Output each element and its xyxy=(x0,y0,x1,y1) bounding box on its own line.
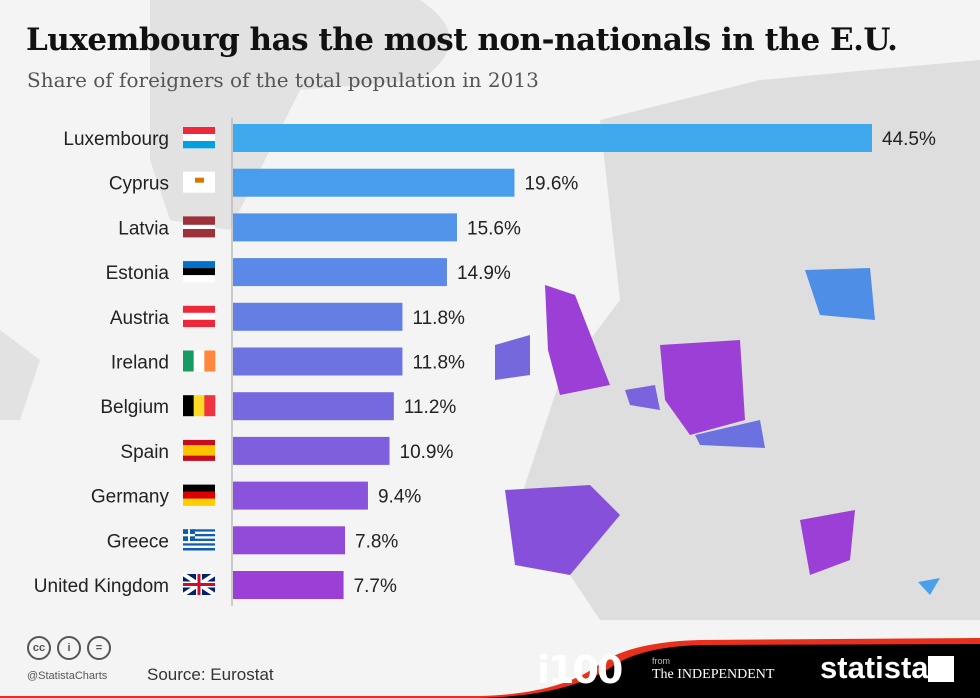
license-icons: cc i = xyxy=(27,636,111,660)
no-derivatives-icon: = xyxy=(87,636,111,660)
data-label: 44.5% xyxy=(882,129,936,150)
bar xyxy=(233,392,394,421)
data-label: 7.7% xyxy=(354,576,397,597)
bar xyxy=(233,436,390,465)
bar xyxy=(233,258,447,287)
bar xyxy=(233,124,872,152)
bar xyxy=(233,302,403,331)
source-label: Source: Eurostat xyxy=(147,665,274,684)
bar xyxy=(233,481,368,510)
uk-flag-icon xyxy=(181,572,217,597)
data-label: 11.2% xyxy=(404,397,457,418)
independent-logo: The INDEPENDENT xyxy=(652,667,775,682)
category-label: Belgium xyxy=(100,397,169,418)
i100-logo: i100 xyxy=(537,648,623,692)
estonia-flag-icon xyxy=(183,261,215,283)
luxembourg-flag-icon xyxy=(183,127,215,149)
cyprus-flag-icon xyxy=(183,171,215,193)
data-label: 10.9% xyxy=(400,442,454,463)
statista-logo-icon xyxy=(928,656,954,682)
category-label: Estonia xyxy=(106,263,170,284)
ireland-flag-icon xyxy=(183,350,216,372)
spain-flag-icon xyxy=(183,439,215,461)
bar xyxy=(233,347,403,376)
bar xyxy=(233,168,515,197)
statista-logo: statista xyxy=(820,650,929,685)
category-label: Germany xyxy=(91,487,170,508)
data-label: 19.6% xyxy=(524,174,578,195)
bar xyxy=(233,571,344,599)
bar xyxy=(233,526,346,555)
germany-flag-icon xyxy=(183,484,215,506)
belgium-flag-icon xyxy=(183,395,216,417)
attribution-icon: i xyxy=(57,636,81,660)
bar xyxy=(233,213,458,242)
partner-from: from xyxy=(652,656,670,666)
data-label: 11.8% xyxy=(412,308,465,329)
statista-handle: @StatistaCharts xyxy=(27,670,108,682)
category-label: Latvia xyxy=(118,218,169,239)
chart-title: Luxembourg has the most non-nationals in… xyxy=(26,22,898,58)
category-label: Luxembourg xyxy=(63,129,169,150)
data-label: 11.8% xyxy=(412,353,465,374)
latvia-flag-icon xyxy=(183,216,215,238)
austria-flag-icon xyxy=(183,305,215,328)
category-label: Ireland xyxy=(111,353,169,374)
chart-subtitle: Share of foreigners of the total populat… xyxy=(27,68,539,92)
cc-icon: cc xyxy=(27,636,51,660)
data-label: 14.9% xyxy=(457,263,511,284)
footer-band xyxy=(0,638,980,698)
category-label: Spain xyxy=(120,442,169,463)
greece-flag-icon xyxy=(183,529,215,551)
category-label: Cyprus xyxy=(109,174,169,195)
category-label: United Kingdom xyxy=(34,576,169,597)
category-label: Austria xyxy=(110,308,170,329)
data-label: 15.6% xyxy=(467,218,521,239)
data-label: 7.8% xyxy=(355,531,398,552)
data-label: 9.4% xyxy=(378,487,421,508)
category-label: Greece xyxy=(107,531,169,552)
bar-chart: 44.5% Luxembourg 19.6% Cyprus 15.6% Latvia 14.… xyxy=(34,118,936,606)
